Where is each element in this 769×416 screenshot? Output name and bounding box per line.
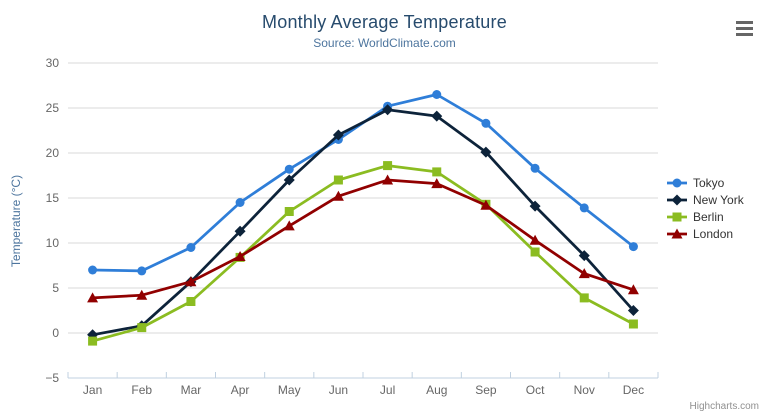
y-tick-label: 15 [46,191,60,205]
diamond-marker [529,200,541,212]
series-tokyo[interactable] [88,90,638,276]
triangle-marker [578,268,590,279]
series-line-berlin [91,164,635,343]
square-marker [383,161,393,171]
legend-label: New York [693,193,744,207]
x-tick-label: Mar [181,383,202,397]
triangle-marker [87,292,99,303]
x-tick-label: Jun [329,383,348,397]
legend-item-tokyo[interactable]: Tokyo [666,176,744,190]
x-tick-label: Nov [574,383,595,397]
circle-marker [88,265,98,275]
y-tick-label: 30 [46,56,60,70]
export-menu-button[interactable] [735,20,754,37]
x-tick-label: Sep [475,383,497,397]
legend-marker-diamond-icon [667,194,687,206]
series-line-new-york [91,108,635,337]
circle-marker [284,164,294,174]
legend-marker-square-icon [667,212,687,222]
diamond-marker [480,146,492,158]
x-tick-label: Feb [131,383,152,397]
legend-item-berlin[interactable]: Berlin [666,210,744,224]
square-marker [137,323,147,333]
y-tick-label: 25 [46,101,60,115]
x-tick-label: Aug [426,383,447,397]
square-marker [333,175,343,185]
square-marker [432,167,442,177]
triangle-marker [480,199,492,210]
legend-label: Tokyo [693,176,725,190]
square-marker [579,293,589,303]
diamond-marker [234,225,246,237]
legend-marker-triangle-icon [667,228,687,239]
hamburger-icon [736,33,753,36]
y-tick-label: 10 [46,236,60,250]
circle-marker [672,178,682,188]
hamburger-icon [736,21,753,24]
circle-marker [432,90,442,99]
y-tick-label: 5 [52,281,59,295]
y-tick-label: 0 [52,326,59,340]
circle-marker [235,198,245,207]
diamond-marker [332,129,344,141]
x-tick-label: Jan [83,383,102,397]
chart-title: Monthly Average Temperature [262,12,507,32]
square-marker [628,319,638,329]
triangle-marker [136,289,148,300]
legend-label: London [693,227,734,241]
diamond-marker [283,174,295,186]
triangle-marker [332,190,344,201]
circle-marker [186,243,196,252]
square-marker [284,207,294,216]
x-tick-label: Apr [231,383,250,397]
diamond-marker [627,305,639,316]
triangle-marker [234,251,246,261]
circle-marker [137,266,147,276]
series-new-york[interactable] [87,104,639,341]
square-marker [88,336,98,346]
circle-marker [628,242,638,252]
hamburger-icon [736,27,753,30]
triangle-marker [671,228,683,239]
y-tick-label: −5 [45,371,59,385]
x-tick-label: Oct [526,383,545,397]
circle-marker [481,118,491,128]
chart-subtitle: Source: WorldClimate.com [313,36,456,50]
circle-marker [530,163,540,173]
series-london[interactable] [87,174,639,303]
diamond-marker [578,250,590,262]
triangle-marker [283,220,295,231]
circle-marker [579,203,589,213]
series-line-london [91,178,635,300]
x-tick-label: Jul [380,383,395,397]
triangle-marker [529,234,541,245]
diamond-marker [431,110,443,122]
legend-marker-circle-icon [667,178,687,188]
x-tick-label: May [278,383,301,397]
square-marker [530,247,540,257]
legend-item-new-york[interactable]: New York [666,193,744,207]
triangle-marker [185,276,197,287]
square-marker [672,212,682,222]
x-tick-label: Dec [623,383,644,397]
square-marker [186,297,196,306]
legend-item-london[interactable]: London [666,227,744,241]
credits-link[interactable]: Highcharts.com [689,401,759,412]
diamond-marker [671,194,683,206]
triangle-marker [627,284,639,295]
y-tick-label: 20 [46,146,60,160]
diamond-marker [382,104,394,116]
triangle-marker [431,178,443,189]
legend-label: Berlin [693,210,724,224]
triangle-marker [382,174,394,185]
legend: Tokyo New York Berlin London [666,176,744,241]
